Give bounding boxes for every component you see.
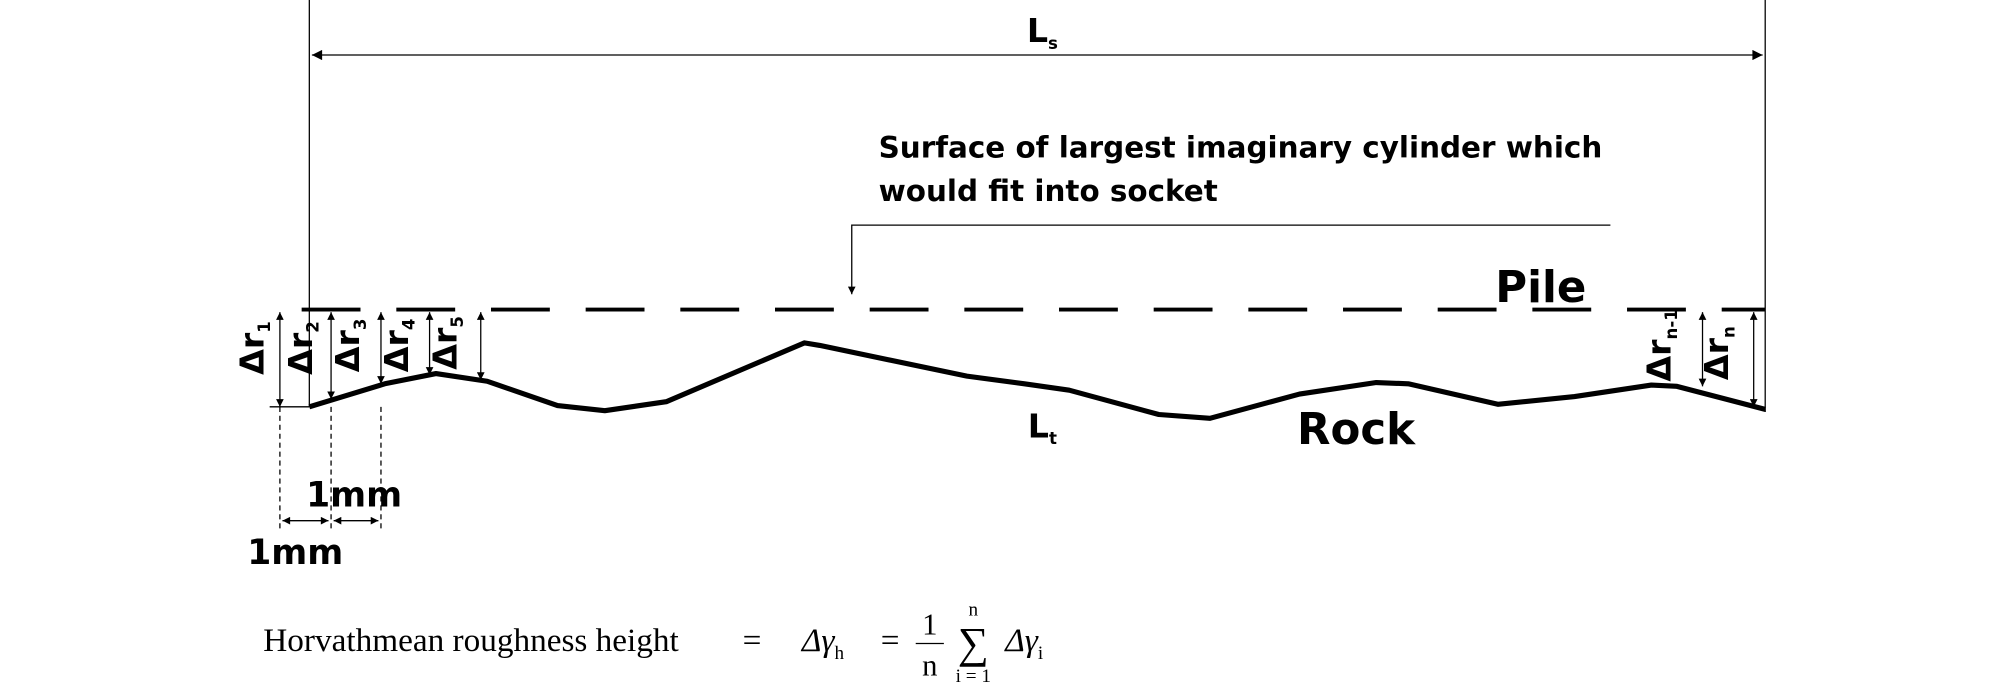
roughness-label: Δrn-1 <box>1640 309 1682 381</box>
roughness-label: Δr5 <box>425 316 467 370</box>
pile-label: Pile <box>1495 263 1586 313</box>
rock-label: Rock <box>1297 405 1416 455</box>
symbol: Δr <box>377 330 416 373</box>
leader-line <box>847 224 1611 295</box>
symbol: Δr <box>281 332 320 375</box>
spacing-label: 1mm <box>306 476 402 516</box>
subscript: s <box>1048 34 1058 53</box>
symbol: Δr <box>232 332 271 375</box>
subscript: 1 <box>255 321 274 333</box>
formula-term: Δγh <box>800 622 845 664</box>
numerator: 1 <box>922 608 937 642</box>
rock-profile <box>308 340 1766 421</box>
subscript: 2 <box>304 321 323 333</box>
formula-equals: = <box>881 622 900 659</box>
denominator: n <box>922 648 937 682</box>
symbol: Δγ <box>800 622 836 659</box>
symbol: Δr <box>328 330 367 373</box>
subscript: n <box>1720 326 1739 338</box>
annotation-line: would fit into socket <box>879 174 1218 208</box>
subscript: t <box>1049 429 1057 448</box>
spacing-label: 1mm <box>247 533 343 573</box>
subscript: 5 <box>448 316 467 328</box>
subscript: n-1 <box>1662 309 1681 339</box>
profile-length-label: Lt <box>1028 407 1057 449</box>
sum-upper: n <box>968 599 978 620</box>
subscript: 3 <box>351 319 370 331</box>
symbol: L <box>1027 11 1048 50</box>
formula-term: Δγi <box>1003 622 1043 664</box>
roughness-label: Δr3 <box>328 319 370 373</box>
roughness-label: Δr2 <box>281 321 323 375</box>
symbol: Δγ <box>1003 622 1039 659</box>
formula-equals: = <box>743 622 762 659</box>
roughness-label: Δrn <box>1697 326 1739 380</box>
sum-lower: i = 1 <box>956 666 991 687</box>
roughness-label: Δr4 <box>377 319 419 373</box>
total-length-label: Ls <box>1027 11 1058 53</box>
symbol: L <box>1028 407 1049 446</box>
sum-symbol: ∑ <box>958 620 989 668</box>
subscript: i <box>1038 643 1043 664</box>
symbol: Δr <box>1697 337 1736 380</box>
symbol: Δr <box>1640 339 1679 382</box>
subscript: 4 <box>399 319 418 331</box>
symbol: Δr <box>425 327 464 370</box>
subscript: h <box>834 643 844 664</box>
formula-text: Horvathmean roughness height <box>263 622 679 659</box>
annotation-line: Surface of largest imaginary cylinder wh… <box>879 130 1603 164</box>
roughness-label: Δr1 <box>232 321 274 375</box>
